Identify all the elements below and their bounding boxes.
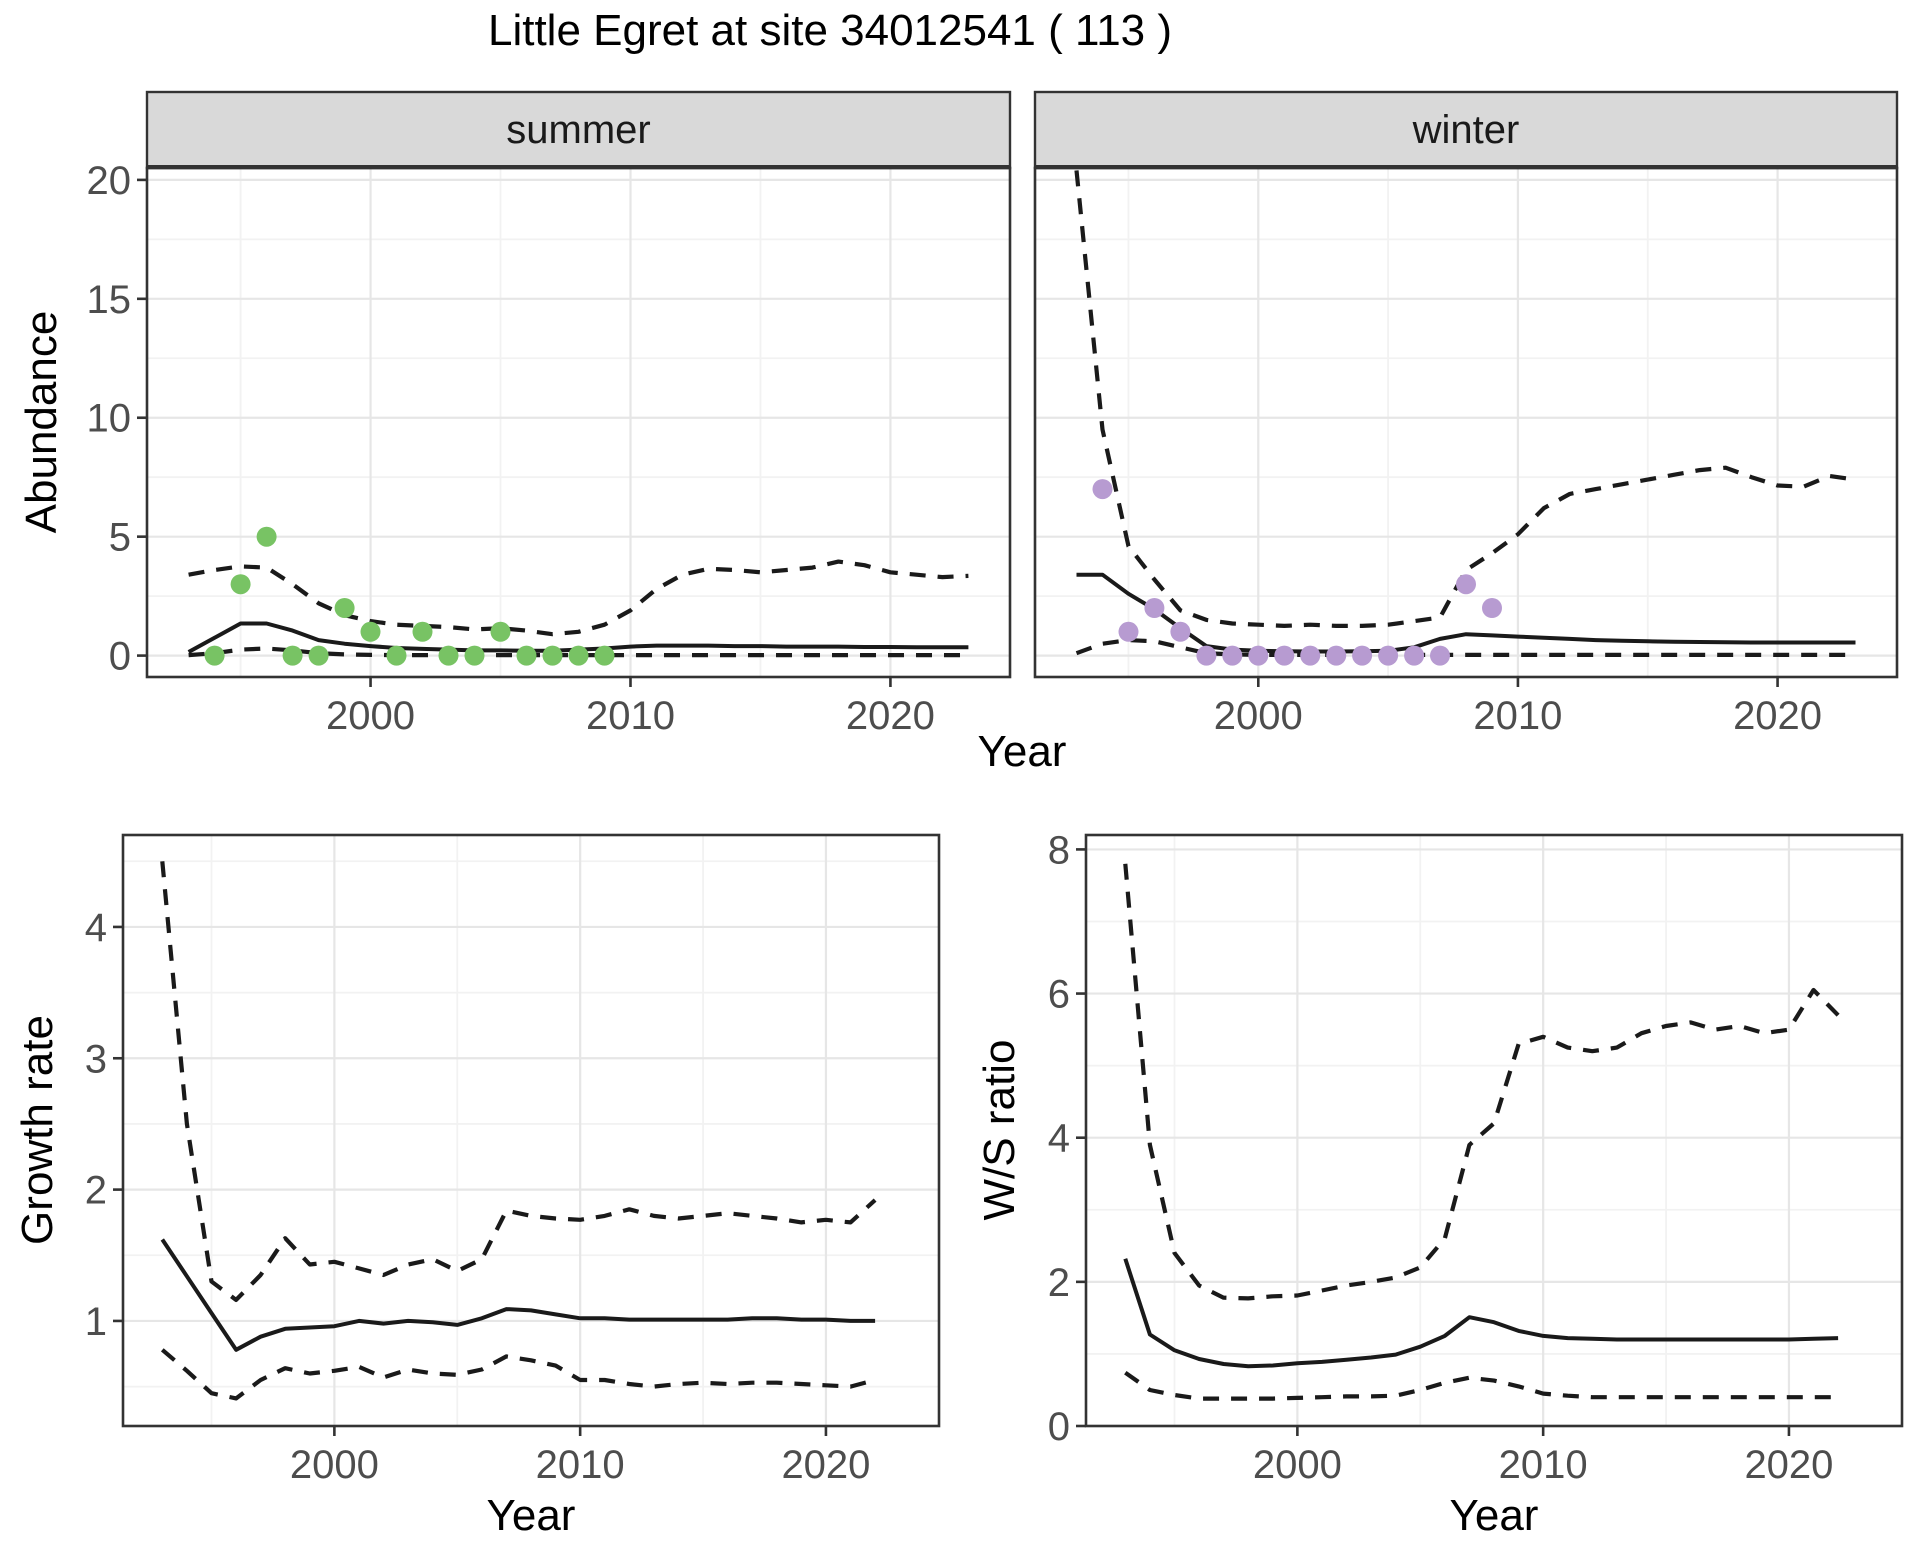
data-point xyxy=(464,645,485,666)
x-tick-label: 2010 xyxy=(536,1443,625,1487)
panel-abundance-winter: 2000 2010 2020 xyxy=(1033,90,1899,738)
data-point xyxy=(438,645,459,666)
upper-ci-line xyxy=(188,559,969,637)
data-point xyxy=(204,645,225,666)
x-tick-label: 2020 xyxy=(781,1443,870,1487)
panel-ws-ratio: 2000 2010 2020 0 2 4 6 8 xyxy=(1048,828,1904,1487)
y-axis-title-abundance: Abundance xyxy=(17,310,66,534)
panel-abundance-summer: 2000 2010 2020 0 5 10 15 20 xyxy=(87,90,1012,738)
lower-ci-line xyxy=(160,1348,876,1401)
data-point xyxy=(386,645,407,666)
y-axis-title-ws-ratio: W/S ratio xyxy=(975,1039,1024,1221)
y-tick-label: 3 xyxy=(85,1037,107,1081)
x-tick-label: 2020 xyxy=(846,694,935,738)
panel-border xyxy=(1084,833,1904,1428)
data-point xyxy=(1430,645,1450,666)
data-point xyxy=(412,621,433,642)
data-point xyxy=(334,598,355,618)
y-tick-label: 4 xyxy=(85,906,107,950)
x-tick-label: 2000 xyxy=(326,694,415,738)
upper-ci-line xyxy=(160,861,877,1303)
x-tick-label: 2000 xyxy=(1214,694,1303,738)
data-point xyxy=(1092,479,1113,500)
fit-line xyxy=(160,1238,876,1352)
x-tick-label: 2020 xyxy=(1744,1443,1833,1487)
data-point xyxy=(1248,645,1269,666)
data-point xyxy=(490,621,511,642)
data-point xyxy=(1352,645,1373,666)
facet-strip xyxy=(145,90,1012,170)
lower-ci-line xyxy=(188,646,969,658)
panel-growth-rate: 2000 2010 2020 1 2 3 4 xyxy=(85,833,941,1487)
data-point xyxy=(1378,645,1399,666)
y-tick-label: 20 xyxy=(87,159,132,203)
y-tick-label: 8 xyxy=(1048,828,1070,872)
data-point xyxy=(1300,645,1321,666)
data-point xyxy=(282,645,303,666)
y-tick-label: 2 xyxy=(85,1169,107,1213)
data-point xyxy=(516,645,537,666)
x-axis-title-year-top: Year xyxy=(977,727,1067,776)
data-point xyxy=(1404,645,1425,666)
y-tick-label: 5 xyxy=(109,516,131,560)
data-point xyxy=(594,645,615,666)
data-point xyxy=(1482,598,1502,618)
y-axis-title-growth-rate: Growth rate xyxy=(13,1015,62,1245)
x-tick-label: 2010 xyxy=(1473,694,1562,738)
panel-background xyxy=(1086,835,1902,1426)
fit-line xyxy=(1123,1258,1839,1369)
data-point xyxy=(360,621,381,642)
data-point xyxy=(1274,645,1295,666)
y-tick-label: 15 xyxy=(87,278,132,322)
y-tick-label: 1 xyxy=(85,1300,107,1344)
x-tick-label: 2000 xyxy=(1253,1443,1342,1487)
x-tick-label: 2010 xyxy=(586,694,675,738)
x-tick-label: 2020 xyxy=(1733,694,1822,738)
panel-background xyxy=(147,168,1010,677)
panel-border xyxy=(121,833,941,1428)
lower-ci-line xyxy=(1124,1370,1839,1401)
data-point xyxy=(1222,645,1243,666)
upper-ci-line xyxy=(1123,863,1840,1301)
data-point xyxy=(1326,645,1347,666)
x-axis-title-year-growth: Year xyxy=(486,1491,576,1540)
data-point xyxy=(1196,645,1217,666)
data-point xyxy=(542,645,563,666)
facet-label-summer: summer xyxy=(506,108,651,152)
x-tick-label: 2000 xyxy=(290,1443,379,1487)
y-tick-label: 6 xyxy=(1048,973,1070,1017)
data-point xyxy=(1118,621,1139,642)
data-point xyxy=(308,645,329,666)
upper-ci-line xyxy=(1074,170,1856,629)
chart-title: Little Egret at site 34012541 ( 113 ) xyxy=(487,6,1173,55)
data-point xyxy=(1170,621,1191,642)
y-tick-label: 2 xyxy=(1048,1261,1070,1305)
facet-label-winter: winter xyxy=(1412,108,1520,152)
data-point xyxy=(568,645,589,666)
panel-background xyxy=(1035,168,1897,677)
y-tick-label: 10 xyxy=(87,397,132,441)
lower-ci-line xyxy=(1075,637,1856,658)
facet-strip xyxy=(1033,90,1899,170)
x-axis-title-year-ws: Year xyxy=(1449,1491,1539,1540)
data-point xyxy=(230,574,251,595)
y-tick-label: 0 xyxy=(109,635,131,679)
x-tick-label: 2010 xyxy=(1499,1443,1588,1487)
panel-border xyxy=(1033,166,1899,679)
data-point xyxy=(1456,574,1476,595)
panel-background xyxy=(123,835,939,1426)
y-tick-label: 4 xyxy=(1048,1117,1070,1161)
data-point xyxy=(256,526,277,547)
data-point xyxy=(1144,598,1165,618)
y-tick-label: 0 xyxy=(1048,1405,1070,1449)
panel-border xyxy=(145,166,1012,679)
